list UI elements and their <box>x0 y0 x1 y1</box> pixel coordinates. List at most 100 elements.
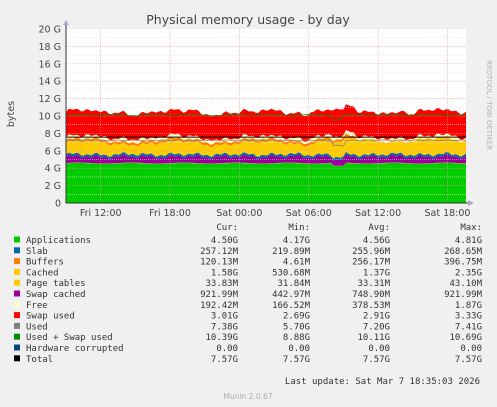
y-tick-label: 14 G <box>39 77 61 88</box>
legend-series-name: Swap used <box>26 312 75 322</box>
legend-value-max: 396.75M <box>444 258 483 268</box>
legend-value-max: 3.33G <box>455 312 482 322</box>
legend-value-cur: 192.42M <box>200 301 239 311</box>
stacked-areas <box>66 104 466 203</box>
legend-value-cur: 257.12M <box>200 247 239 257</box>
legend-series-name: Hardware corrupted <box>26 344 124 354</box>
x-tick-label: Sat 06:00 <box>286 208 332 219</box>
line-used <box>65 139 467 147</box>
area-swap-used <box>66 104 466 142</box>
legend-value-avg: 33.31M <box>357 279 390 289</box>
legend-value-min: 0.00 <box>288 344 310 354</box>
legend-swatch <box>14 268 20 275</box>
legend-value-min: 219.89M <box>272 247 311 257</box>
legend-value-cur: 921.99M <box>200 290 239 300</box>
legend-value-avg: 748.90M <box>352 290 391 300</box>
legend-swatch <box>14 312 20 319</box>
legend-swatch <box>14 290 20 297</box>
legend-value-min: 166.52M <box>272 301 311 311</box>
legend-column-header: Cur: <box>216 223 238 233</box>
legend-value-min: 8.88G <box>283 333 310 343</box>
legend-swatch <box>14 279 20 286</box>
legend-value-avg: 10.11G <box>357 333 390 343</box>
legend-value-max: 921.99M <box>444 290 483 300</box>
legend-value-min: 442.97M <box>272 290 311 300</box>
y-tick-label: 6 G <box>45 146 61 157</box>
legend-swatch <box>14 344 20 351</box>
legend-swatch <box>14 333 20 340</box>
legend-value-avg: 7.57G <box>363 355 390 365</box>
y-tick-label: 12 G <box>39 94 61 105</box>
legend-value-min: 4.61M <box>283 258 311 268</box>
legend-value-max: 10.69G <box>449 333 482 343</box>
legend-swatch <box>14 301 20 308</box>
legend-value-cur: 10.39G <box>205 333 238 343</box>
y-tick-label: 16 G <box>39 59 61 70</box>
legend-column-header: Avg: <box>368 223 390 233</box>
legend-column-header: Max: <box>460 223 482 233</box>
y-axis-ticks: 0 2 G 4 G 6 G 8 G 10 G 12 G 14 G 16 G 18 G 20 G <box>39 25 61 210</box>
legend-swatch <box>14 258 20 265</box>
legend-series-name: Cached <box>26 268 59 278</box>
legend-series-name: Page tables <box>26 279 86 289</box>
legend-value-min: 530.68M <box>272 268 311 278</box>
x-tick-label: Fri 12:00 <box>80 208 122 219</box>
y-tick-label: 10 G <box>39 112 61 123</box>
last-update: Last update: Sat Mar 7 18:35:03 2026 <box>285 377 480 387</box>
legend-value-min: 2.69G <box>283 312 310 322</box>
legend-value-cur: 33.83M <box>205 279 238 289</box>
legend-value-min: 5.70G <box>283 322 310 332</box>
legend-series-name: Free <box>26 301 48 311</box>
y-tick-label: 4 G <box>45 164 61 175</box>
y-tick-label: 18 G <box>39 42 61 53</box>
legend-value-max: 43.10M <box>449 279 482 289</box>
x-tick-label: Sat 12:00 <box>355 208 401 219</box>
legend-value-cur: 3.01G <box>211 312 238 322</box>
munin-version: Munin 2.0.67 <box>223 392 272 401</box>
legend-swatch <box>14 355 20 362</box>
legend-series-name: Used <box>26 322 48 332</box>
legend-series-name: Buffers <box>26 258 64 268</box>
legend-value-cur: 120.13M <box>200 258 239 268</box>
x-tick-label: Fri 18:00 <box>149 208 191 219</box>
legend-value-max: 0.00 <box>460 344 482 354</box>
legend-value-max: 268.65M <box>444 247 483 257</box>
legend-series-name: Used + Swap used <box>26 333 113 343</box>
legend-table: Cur: Min: Avg: Max: Applications 4.50G 4.17G 4.… <box>14 223 483 365</box>
y-axis-arrow-icon <box>63 20 69 25</box>
legend-swatch <box>14 236 20 243</box>
rrdtool-credit: RRDTOOL / TOBI OETIKER <box>485 60 493 150</box>
legend-value-cur: 7.38G <box>211 322 238 332</box>
legend-series-name: Swap cached <box>26 290 86 300</box>
area-applications <box>66 162 466 203</box>
legend-value-avg: 7.20G <box>363 322 390 332</box>
chart-title: Physical memory usage - by day <box>146 12 350 27</box>
area-slab <box>66 151 466 161</box>
x-axis-ticks: Fri 12:00 Fri 18:00 Sat 00:00 Sat 06:00 Sat … <box>80 208 471 219</box>
legend-value-max: 4.81G <box>455 236 482 246</box>
legend-value-cur: 0.00 <box>216 344 238 354</box>
x-tick-label: Sat 00:00 <box>216 208 262 219</box>
area-cached <box>66 135 466 159</box>
y-tick-label: 2 G <box>45 181 61 192</box>
legend-series-name: Slab <box>26 247 48 257</box>
legend-value-cur: 7.57G <box>211 355 238 365</box>
legend-value-avg: 256.17M <box>352 258 391 268</box>
overlay-lines <box>65 113 467 147</box>
legend-column-header: Min: <box>288 223 310 233</box>
y-axis-label: bytes <box>6 101 17 127</box>
legend-swatch <box>14 322 20 329</box>
line-used-plus-swap <box>65 113 467 121</box>
x-axis-arrow-icon <box>468 200 474 206</box>
legend-value-max: 2.35G <box>455 268 482 278</box>
x-tick-label: Sat 18:00 <box>425 208 471 219</box>
legend-value-avg: 255.96M <box>352 247 391 257</box>
legend-value-cur: 1.58G <box>211 268 238 278</box>
legend-value-avg: 4.56G <box>363 236 390 246</box>
legend-value-min: 7.57G <box>283 355 310 365</box>
legend-series-name: Total <box>26 355 53 365</box>
legend-value-avg: 1.37G <box>363 268 390 278</box>
legend-series-name: Applications <box>26 236 91 246</box>
legend-value-max: 7.41G <box>455 322 482 332</box>
